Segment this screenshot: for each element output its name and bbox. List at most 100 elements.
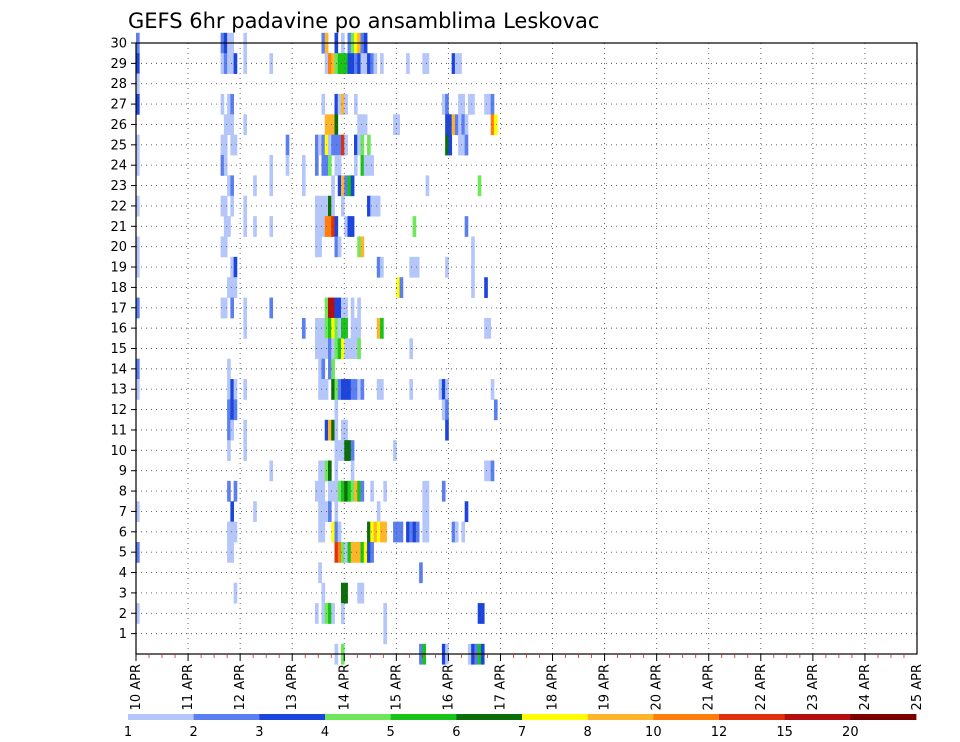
y-tick-label: 30 xyxy=(110,37,127,52)
heatmap-cell xyxy=(220,155,225,176)
heatmap-cell xyxy=(415,521,420,543)
heatmap-cell xyxy=(370,53,374,74)
x-tick-label: 11 APR xyxy=(181,664,196,710)
heatmap-cell xyxy=(220,236,225,258)
heatmap-cell xyxy=(227,541,231,563)
heatmap-cell xyxy=(406,53,410,74)
y-tick-label: 15 xyxy=(110,342,127,357)
heatmap-cell xyxy=(360,134,365,156)
heatmap-cell xyxy=(331,480,335,502)
heatmap-cell xyxy=(337,236,342,258)
heatmap-cell xyxy=(347,440,352,461)
colorbar-label: 15 xyxy=(776,725,793,740)
heatmap-cell xyxy=(363,114,368,136)
heatmap-cell xyxy=(347,175,352,197)
x-axis-ticks: 10 APR 11 APR 12 APR 13 APR 14 APR 15 APR 16 A… xyxy=(129,654,925,710)
y-tick-label: 2 xyxy=(119,607,127,622)
heatmap-cell xyxy=(451,53,456,74)
colorbar-label: 5 xyxy=(387,725,395,740)
heatmap-cell xyxy=(357,114,361,136)
heatmap-cell xyxy=(227,440,231,461)
heatmap-cell xyxy=(477,603,482,624)
heatmap-cell xyxy=(357,134,361,156)
y-tick-label: 25 xyxy=(110,138,127,153)
heatmap-cell xyxy=(425,521,430,543)
heatmap-cell xyxy=(493,114,498,136)
heatmap-cell xyxy=(341,440,345,461)
y-tick-label: 29 xyxy=(110,57,127,72)
heatmap-cell xyxy=(461,134,466,156)
y-tick-label: 20 xyxy=(110,240,127,255)
heatmap-cell xyxy=(318,379,322,400)
heatmap-cell xyxy=(419,562,423,584)
heatmap-cell xyxy=(357,379,361,400)
heatmap-cell xyxy=(223,236,228,258)
heatmap-cell xyxy=(341,175,345,197)
heatmap-cell xyxy=(243,440,248,461)
heatmap-cell xyxy=(285,155,290,176)
heatmap-cell xyxy=(487,317,492,339)
heatmap-cell xyxy=(223,134,228,156)
heatmap-cell xyxy=(220,93,225,115)
heatmap-cell xyxy=(350,440,355,461)
heatmap-cell xyxy=(318,317,322,339)
heatmap-cell xyxy=(438,379,443,400)
heatmap-cell xyxy=(318,521,322,543)
heatmap-cell xyxy=(331,521,335,543)
heatmap-cell xyxy=(243,297,248,319)
heatmap-cell xyxy=(243,379,248,400)
heatmap-cell xyxy=(328,460,332,482)
heatmap-cell xyxy=(471,256,475,278)
heatmap-cell xyxy=(458,134,462,156)
heatmap-cell xyxy=(412,256,417,278)
heatmap-cell xyxy=(357,541,361,563)
heatmap-cell xyxy=(490,114,495,136)
heatmap-cell xyxy=(487,460,492,482)
heatmap-cell xyxy=(331,114,335,136)
heatmap-cell xyxy=(136,541,140,563)
colorbar-label: 1 xyxy=(124,725,132,740)
heatmap-cell xyxy=(422,480,427,502)
heatmap-cell xyxy=(220,134,225,156)
heatmap-cell xyxy=(136,195,140,217)
heatmap-cell xyxy=(331,603,335,624)
heatmap-cell xyxy=(136,93,140,115)
heatmap-cell xyxy=(223,155,228,176)
heatmap-cell xyxy=(347,216,352,237)
heatmap-cell xyxy=(357,236,361,258)
x-tick-label: 14 APR xyxy=(337,664,352,710)
heatmap-cell xyxy=(357,317,361,339)
heatmap-cell xyxy=(321,379,326,400)
heatmap-cell xyxy=(227,175,231,197)
heatmap-cell xyxy=(458,93,462,115)
heatmap-cell xyxy=(337,440,342,461)
heatmap-cell xyxy=(363,155,368,176)
heatmap-cell xyxy=(357,338,361,360)
heatmap-cell xyxy=(253,175,257,197)
heatmap-cell xyxy=(220,195,225,217)
y-tick-label: 28 xyxy=(110,77,127,92)
heatmap-cell xyxy=(350,541,355,563)
x-tick-label: 12 APR xyxy=(233,664,248,710)
heatmap-cell xyxy=(331,297,335,319)
heatmap-cell xyxy=(441,379,446,400)
heatmap-cell xyxy=(341,603,345,624)
heatmap-cell xyxy=(441,399,446,421)
heatmap-cell xyxy=(243,195,248,217)
heatmap-cell xyxy=(350,317,355,339)
heatmap-cell xyxy=(487,93,492,115)
heatmap-cell xyxy=(136,53,140,74)
heatmap-cell xyxy=(243,419,248,441)
heatmap-cell xyxy=(341,317,345,339)
y-tick-label: 17 xyxy=(110,301,127,316)
heatmap-cell xyxy=(321,480,326,502)
heatmap-cell xyxy=(370,541,374,563)
heatmap-cell xyxy=(331,175,335,197)
colorbar-label: 8 xyxy=(584,725,592,740)
heatmap-cell xyxy=(425,53,430,74)
heatmap-cell xyxy=(337,297,342,319)
heatmap-cell xyxy=(341,338,345,360)
heatmap-cell xyxy=(370,480,374,502)
heatmap-cell xyxy=(376,501,381,523)
heatmap-cell xyxy=(461,521,466,543)
